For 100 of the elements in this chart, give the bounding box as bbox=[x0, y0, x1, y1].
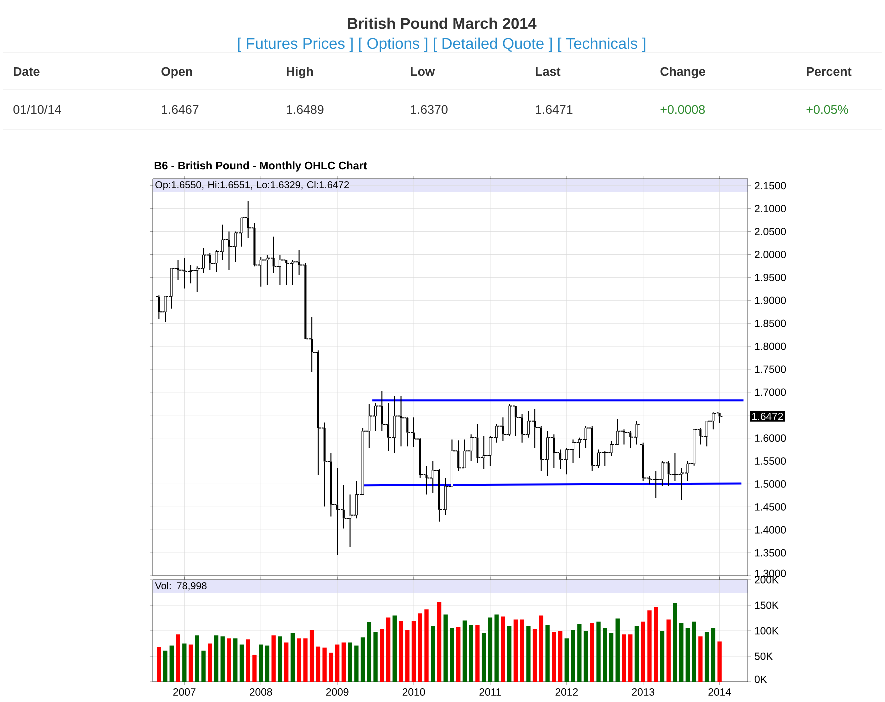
y-tick-label: 0K bbox=[754, 676, 768, 684]
bar bbox=[163, 650, 168, 682]
bar bbox=[412, 621, 416, 682]
bar bbox=[272, 636, 276, 682]
bar bbox=[386, 618, 391, 682]
bar bbox=[609, 634, 614, 682]
bar bbox=[507, 626, 512, 682]
bar bbox=[348, 642, 352, 682]
text: Percent bbox=[807, 67, 852, 76]
text: [ Futures Prices ] [ Options ] [ Detailed Quote ] [ Technicals ] bbox=[238, 38, 646, 52]
bar bbox=[335, 644, 340, 682]
bar bbox=[176, 634, 180, 682]
bar bbox=[711, 628, 716, 682]
bar bbox=[252, 654, 257, 682]
bar bbox=[520, 620, 524, 682]
bar bbox=[367, 622, 372, 682]
bar bbox=[220, 636, 225, 682]
bar bbox=[532, 629, 538, 682]
bar bbox=[476, 625, 480, 682]
text: +0.05% bbox=[806, 105, 848, 114]
bar bbox=[214, 636, 219, 682]
bar bbox=[660, 632, 665, 682]
y-tick-label: 2.1000 bbox=[755, 205, 786, 213]
text: Date bbox=[14, 67, 40, 76]
bar bbox=[240, 644, 244, 682]
x-tick-label: 2014 bbox=[708, 688, 732, 696]
bar bbox=[641, 622, 646, 682]
x-tick-label: 2008 bbox=[250, 688, 272, 696]
text: 1.6370 bbox=[411, 105, 448, 114]
text: Last bbox=[536, 67, 561, 76]
x-tick-label: 2012 bbox=[556, 688, 578, 696]
y-tick-label: 1.5500 bbox=[755, 458, 786, 465]
bar bbox=[202, 650, 206, 682]
text: 01/10/14 bbox=[14, 104, 62, 114]
text: 1.6471 bbox=[536, 105, 573, 114]
y-tick-label: 1.7500 bbox=[755, 366, 786, 374]
bar bbox=[482, 634, 486, 682]
bar bbox=[342, 642, 346, 682]
bar bbox=[304, 638, 308, 682]
bar bbox=[596, 622, 601, 682]
text: British Pound March 2014 bbox=[348, 18, 537, 30]
bar bbox=[622, 634, 626, 682]
bar bbox=[374, 632, 378, 682]
bar bbox=[514, 620, 518, 682]
bar bbox=[329, 652, 334, 682]
bar bbox=[698, 636, 703, 682]
x-tick-label: 2009 bbox=[326, 688, 349, 696]
bar bbox=[501, 616, 506, 682]
bar bbox=[634, 626, 640, 682]
bar bbox=[590, 623, 594, 682]
y-tick-label: 2.1500 bbox=[755, 182, 786, 190]
bar bbox=[392, 616, 397, 682]
text: Low bbox=[411, 67, 436, 76]
bar bbox=[603, 628, 608, 682]
y-tick-label: 2.0500 bbox=[755, 228, 786, 236]
bar bbox=[571, 630, 576, 682]
bar bbox=[424, 610, 429, 682]
bar bbox=[584, 632, 588, 682]
bar bbox=[488, 618, 493, 682]
bar bbox=[157, 647, 162, 682]
bar bbox=[246, 640, 250, 682]
y-tick-label: 1.9000 bbox=[755, 296, 786, 304]
bar bbox=[431, 626, 436, 682]
bar bbox=[462, 620, 468, 682]
bar bbox=[628, 634, 633, 682]
bar bbox=[456, 627, 461, 682]
bar bbox=[552, 632, 556, 682]
x-tick-label: 2013 bbox=[632, 688, 655, 696]
y-tick-label: 1.9500 bbox=[755, 274, 786, 282]
y-tick-label: 1.7000 bbox=[755, 388, 786, 396]
y-tick-label: 1.6000 bbox=[755, 434, 786, 442]
annotation: Op:1.6550, Hi:1.6551, Lo:1.6329, Cl:1.6472 bbox=[156, 181, 350, 190]
bar bbox=[437, 602, 442, 682]
y-tick-label: 1.8000 bbox=[755, 342, 786, 350]
bar bbox=[208, 644, 212, 682]
text: +0.0008 bbox=[660, 105, 706, 114]
bar bbox=[648, 610, 652, 682]
text: High bbox=[287, 66, 314, 79]
annotation: Vol: 78,998 bbox=[155, 582, 207, 591]
bar bbox=[673, 603, 678, 682]
bar bbox=[310, 630, 314, 682]
y-tick-label: 1.3000 bbox=[755, 570, 786, 578]
bar bbox=[259, 644, 264, 682]
bar bbox=[418, 614, 422, 682]
bar bbox=[718, 642, 722, 682]
y-tick-label: 2.0000 bbox=[755, 251, 786, 258]
bar bbox=[380, 629, 384, 682]
bar bbox=[360, 638, 366, 682]
bar bbox=[182, 644, 187, 682]
bar bbox=[188, 644, 194, 682]
bar bbox=[278, 636, 282, 682]
y-tick-label: 1.8500 bbox=[755, 320, 786, 328]
bar bbox=[679, 623, 684, 682]
bar bbox=[322, 648, 327, 682]
bar bbox=[616, 618, 620, 682]
text: 1.6489 bbox=[287, 105, 324, 114]
bar bbox=[686, 628, 690, 682]
y-tick-label: 150K bbox=[755, 602, 779, 610]
chart-title: B6 - British Pound - Monthly OHLC Chart bbox=[154, 162, 368, 172]
x-tick-label: 2007 bbox=[174, 688, 196, 696]
